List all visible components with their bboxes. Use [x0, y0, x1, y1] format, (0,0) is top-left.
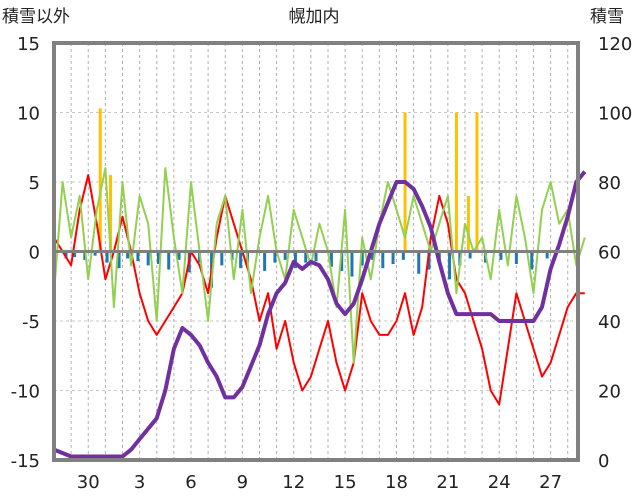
x-axis-ticks: 30 3 6 9 12 15 18 21 24 27 — [77, 472, 562, 493]
snow_change-bar — [427, 251, 431, 270]
x-tick-label: 18 — [385, 472, 408, 493]
snow_change-bar — [136, 251, 140, 262]
left-tick-label: -10 — [11, 382, 40, 403]
precip-bar — [109, 175, 113, 252]
snow_change-bar — [239, 251, 243, 269]
x-tick-label: 21 — [436, 472, 459, 493]
left-axis-title: 積雪以外 — [2, 7, 70, 27]
snow_change-bar — [417, 251, 421, 274]
right-tick-label: 0 — [598, 451, 609, 472]
snow_change-bar — [401, 251, 405, 260]
snow_change-bar — [514, 251, 518, 265]
snow_change-bar — [156, 251, 160, 265]
x-tick-label: 27 — [539, 472, 562, 493]
wind-line — [53, 167, 586, 364]
snow_change-bar — [293, 251, 297, 269]
snow_change-bar — [105, 251, 109, 263]
bar-layer — [64, 108, 549, 288]
snow_change-bar — [314, 251, 318, 262]
snow_change-bar — [273, 251, 277, 263]
plot-frame — [52, 41, 580, 462]
snow_change-bar — [468, 251, 472, 259]
snow_change-bar — [220, 251, 224, 266]
left-tick-label: -5 — [22, 312, 40, 333]
right-axis-title: 積雪 — [590, 7, 624, 27]
left-axis-ticks: 15 10 5 0 -5 -10 -15 — [11, 34, 40, 472]
snow_change-bar — [263, 251, 267, 271]
snow_change-bar — [499, 251, 503, 260]
x-tick-label: 12 — [282, 472, 305, 493]
x-tick-label: 9 — [237, 472, 248, 493]
snow_change-bar — [93, 251, 97, 256]
left-tick-label: 15 — [17, 34, 40, 55]
temperature-line — [53, 174, 585, 406]
line-layer — [53, 167, 587, 459]
x-tick-label: 3 — [134, 472, 145, 493]
snow_change-bar — [391, 251, 395, 265]
right-tick-label: 100 — [598, 104, 632, 125]
snow_change-bar — [304, 251, 308, 263]
snow_change-bar — [126, 251, 130, 259]
x-tick-label: 6 — [185, 472, 196, 493]
snow_change-bar — [350, 251, 354, 277]
snow_change-bar — [530, 251, 534, 270]
chart-title: 幌加内 — [289, 7, 340, 27]
left-tick-label: 10 — [17, 104, 40, 125]
right-tick-label: 120 — [598, 34, 632, 55]
x-tick-label: 15 — [334, 472, 357, 493]
left-tick-label: 0 — [29, 243, 40, 264]
snow_change-bar — [371, 251, 375, 260]
left-tick-label: -15 — [11, 451, 40, 472]
snow_change-bar — [329, 251, 333, 267]
right-axis-ticks: 120 100 80 60 40 20 0 — [598, 34, 632, 472]
x-tick-label: 24 — [488, 472, 511, 493]
snow_change-bar — [381, 251, 385, 269]
precip-bar — [98, 108, 102, 252]
snow_change-bar — [448, 251, 452, 280]
snow_depth-line — [53, 170, 587, 459]
right-tick-label: 20 — [598, 382, 621, 403]
snow_change-bar — [64, 251, 68, 259]
snow_change-bar — [73, 251, 77, 258]
snow_change-bar — [177, 251, 181, 260]
right-tick-label: 60 — [598, 243, 621, 264]
snow_change-bar — [283, 251, 287, 260]
left-tick-label: 5 — [29, 173, 40, 194]
snow_change-bar — [360, 251, 364, 266]
right-tick-label: 80 — [598, 173, 621, 194]
precip-bar — [475, 112, 479, 252]
snow_change-bar — [167, 251, 171, 270]
right-tick-label: 40 — [598, 312, 621, 333]
snow_change-bar — [146, 251, 150, 266]
precip-bar — [466, 195, 470, 252]
snow_change-bar — [117, 251, 121, 269]
snow_change-bar — [340, 251, 344, 271]
x-tick-label: 30 — [77, 472, 100, 493]
precip-bar — [454, 112, 458, 252]
snow_change-bar — [545, 251, 549, 259]
